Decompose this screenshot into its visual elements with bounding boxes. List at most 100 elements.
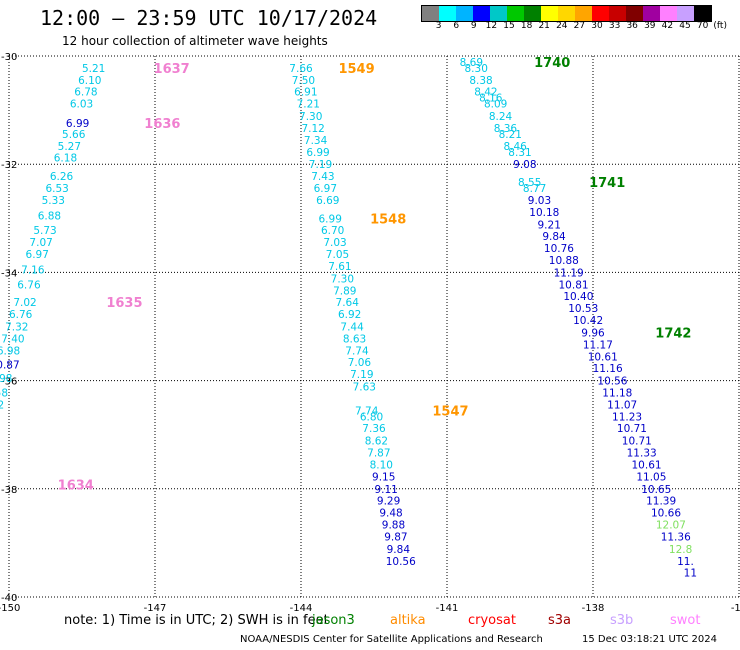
swh-points: 5.216.106.786.036.995.665.276.186.266.53…	[0, 57, 697, 580]
legend-value-label: 30	[591, 21, 603, 31]
pass-time-label: 1741	[589, 176, 625, 191]
swh-value: 9.08	[513, 159, 536, 171]
swh-value: 7.05	[326, 249, 349, 261]
swh-value: 8.10	[370, 459, 393, 471]
swh-value: 8.24	[489, 111, 513, 123]
satellite-name-jason3: jason3	[312, 613, 355, 628]
swh-value: 7.87	[367, 448, 390, 460]
axis-ticks: -150 -147 -144 -141 -138 -13 -30 -32 -34 -36 -38 -4…	[0, 52, 740, 614]
x-tick-label: -138	[582, 603, 605, 614]
swh-value: 8.55	[518, 177, 541, 189]
legend-unit-label: (ft)	[713, 21, 727, 31]
legend-swatch	[609, 6, 626, 21]
legend-swatch	[490, 6, 507, 21]
legend-value-label: 15	[503, 21, 515, 31]
swh-value: 7.07	[29, 237, 52, 249]
swh-value: 8.38	[469, 75, 492, 87]
swh-value: 10.61	[632, 459, 662, 471]
swh-value: 9.11	[374, 484, 397, 496]
swh-value: 7.36	[362, 423, 386, 435]
legend-swatch	[660, 6, 677, 21]
satellite-name-s3a: s3a	[548, 613, 572, 628]
swh-value: 8.62	[365, 436, 388, 448]
swh-value: 8.46	[503, 141, 527, 153]
swh-value: 7.63	[353, 382, 376, 394]
swh-value: 6.76	[17, 279, 41, 291]
swh-value: 5.73	[33, 225, 56, 237]
page-title: 12:00 — 23:59 UTC 10/17/2024	[40, 6, 378, 30]
time-labels: 1637 1636 1635 1634 1549 1548 1547 1740 1741 1742	[58, 56, 692, 494]
swh-value: 8.77	[523, 183, 546, 195]
pass-time-label: 1636	[144, 117, 180, 132]
legend-value-label: 27	[573, 21, 586, 31]
swh-value: 11.	[677, 556, 694, 568]
legend-swatch	[558, 6, 575, 21]
swh-value: 7.21	[297, 99, 320, 111]
x-tick-label: -144	[290, 603, 313, 614]
legend-value-label: 12	[485, 21, 498, 31]
legend-value-label: 42	[661, 21, 674, 31]
swh-value: 5.21	[82, 63, 105, 75]
swh-value: 6.78	[74, 87, 97, 99]
swh-value: 10.88	[549, 255, 579, 267]
swh-value: 6.03	[70, 99, 93, 111]
swh-value: 5.66	[62, 129, 86, 141]
swh-value: 11.23	[612, 411, 642, 423]
swh-value: 6.76	[9, 309, 33, 321]
swh-value: 9.87	[384, 531, 407, 543]
page-subtitle: 12 hour collection of altimeter wave hei…	[62, 34, 328, 48]
swh-value: 11.17	[583, 339, 613, 351]
swh-value: 9.29	[377, 496, 400, 508]
swh-value: 10.87	[0, 359, 20, 371]
swh-value: 11.36	[661, 531, 691, 543]
swh-value: 11.39	[646, 496, 676, 508]
swh-value: 5.33	[42, 195, 65, 207]
swh-value: 7.72	[0, 399, 4, 411]
swh-value: 7.74	[355, 405, 379, 417]
y-tick-label: -40	[1, 593, 17, 604]
swh-value: 10.65	[641, 484, 671, 496]
swh-value: 6.97	[314, 183, 337, 195]
satellite-name-altika: altika	[390, 613, 426, 628]
y-tick-label: -32	[1, 160, 17, 171]
legend-value-label: 21	[538, 21, 550, 31]
y-tick-label: -34	[1, 268, 17, 279]
legend-swatch	[524, 6, 541, 21]
swh-value: 8.16	[479, 93, 503, 105]
swh-value: 7.30	[299, 111, 322, 123]
legend-swatch	[439, 6, 456, 21]
legend-swatch	[507, 6, 524, 21]
swh-value: 10.53	[568, 303, 598, 315]
swh-value: 7.12	[301, 123, 324, 135]
swh-value: 7.03	[323, 237, 346, 249]
swh-value: 7.02	[13, 297, 36, 309]
swh-value: 5.27	[58, 141, 81, 153]
legend-swatch	[541, 6, 558, 21]
swh-value: 7.19	[309, 159, 332, 171]
swh-value: 8.31	[508, 147, 531, 159]
legend-swatch	[592, 6, 609, 21]
swh-value: 7.61	[328, 261, 351, 273]
swh-value: 11.05	[636, 471, 666, 483]
swh-value: 8.63	[343, 333, 366, 345]
swh-value: 6.53	[45, 183, 68, 195]
swh-value: 8.42	[474, 87, 497, 99]
legend-value-label: 18	[520, 21, 533, 31]
pass-time-label: 1740	[534, 56, 570, 71]
y-tick-label: -38	[1, 485, 17, 496]
legend-value-label: 9	[470, 21, 477, 31]
swh-value: 6.18	[54, 153, 77, 165]
swh-value: 6.98	[0, 345, 20, 357]
swh-value: 12.8	[669, 544, 692, 556]
swh-value: 7.30	[331, 273, 354, 285]
footer-timestamp: 15 Dec 03:18:21 UTC 2024	[582, 634, 717, 645]
swh-value: 6.80	[360, 411, 383, 423]
swh-value: 6.99	[66, 118, 89, 130]
legend-swatch	[626, 6, 643, 21]
swh-value: 8.09	[484, 99, 507, 111]
legend-swatch	[473, 6, 490, 21]
pass-time-label: 1548	[370, 212, 406, 227]
series-swot: 5.216.106.786.03 6.995.665.276.18 6.266.53…	[0, 63, 105, 423]
swh-value: 11.18	[602, 388, 632, 400]
